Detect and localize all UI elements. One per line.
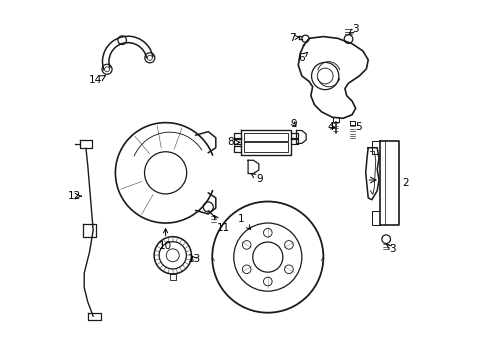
Text: 14: 14	[89, 75, 102, 85]
Text: 2: 2	[402, 178, 408, 188]
Text: 5: 5	[354, 122, 361, 132]
Text: 12: 12	[67, 191, 81, 201]
Text: 6: 6	[297, 52, 307, 63]
Text: 13: 13	[187, 254, 201, 264]
Text: 8: 8	[227, 138, 234, 147]
Text: 9: 9	[250, 174, 263, 184]
Text: 9: 9	[290, 120, 297, 129]
Text: 1: 1	[237, 215, 250, 229]
Text: 11: 11	[214, 216, 229, 234]
Text: 10: 10	[159, 229, 172, 251]
Text: 3: 3	[348, 24, 358, 34]
Text: 3: 3	[386, 244, 395, 254]
Text: 7: 7	[289, 33, 299, 42]
Text: 4: 4	[326, 122, 334, 132]
